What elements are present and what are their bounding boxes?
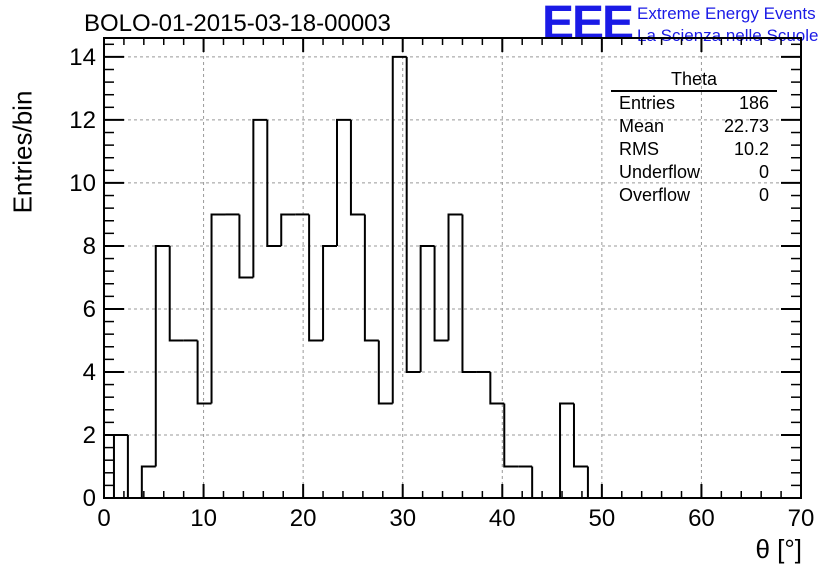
chart-title: BOLO-01-2015-03-18-00003	[84, 10, 391, 37]
histogram-bin	[586, 466, 602, 499]
x-tick-label: 30	[389, 505, 416, 532]
histogram-bin	[559, 402, 574, 498]
histogram-bin	[140, 465, 156, 498]
stats-value: 0	[758, 185, 769, 205]
histogram-bin	[154, 244, 170, 467]
stats-label: Overflow	[619, 185, 691, 205]
stats-label: Mean	[619, 116, 665, 136]
histogram-bin	[335, 118, 351, 246]
histogram-bin	[238, 214, 254, 279]
histogram-bin	[252, 118, 268, 278]
histogram-bin	[266, 119, 282, 247]
y-tick-label: 10	[69, 170, 96, 197]
stats-value: 186	[738, 93, 769, 113]
stats-label: Entries	[619, 93, 676, 113]
stats-value: 22.73	[723, 116, 769, 136]
histogram-bin	[489, 371, 505, 405]
y-tick-label: 12	[69, 107, 96, 134]
histogram-bin	[503, 403, 519, 468]
grid-lines	[104, 38, 801, 498]
histogram-bin	[349, 119, 365, 216]
x-tick-label: 70	[788, 505, 815, 532]
histogram-bin	[308, 214, 324, 342]
histogram-bin	[391, 55, 407, 404]
x-axis-label: θ [°]	[755, 534, 802, 564]
axis-ticks	[103, 38, 802, 499]
histogram-bin	[447, 213, 463, 341]
y-tick-label: 4	[83, 359, 96, 386]
eee-logo: EEE	[542, 0, 634, 50]
logo-line-2: La Scienza nelle Scuole	[637, 26, 819, 45]
x-tick-label: 40	[489, 505, 516, 532]
logo-line-1: Extreme Energy Events	[637, 4, 816, 23]
y-tick-label: 8	[83, 233, 96, 260]
y-tick-label: 14	[69, 44, 96, 71]
stats-row-overflow: Overflow 0	[611, 184, 777, 207]
histogram-bin	[322, 244, 337, 341]
stats-value: 10.2	[733, 139, 769, 159]
stats-row-rms: RMS 10.2	[611, 138, 777, 161]
stats-title: Theta	[611, 68, 777, 92]
histogram-bin	[112, 433, 128, 498]
stats-label: Underflow	[619, 162, 701, 182]
x-tick-label: 50	[589, 505, 616, 532]
histogram-bin	[531, 466, 547, 499]
stats-value: 0	[758, 162, 769, 182]
stats-row-underflow: Underflow 0	[611, 161, 777, 184]
histogram-bin	[433, 245, 449, 342]
x-tick-label: 60	[688, 505, 715, 532]
stats-row-entries: Entries 186	[611, 92, 777, 115]
tick-labels: 0 10 20 30 40 50 60 70 0 2 4 6 8 10 12 14	[69, 44, 814, 532]
stats-row-mean: Mean 22.73	[611, 115, 777, 138]
x-tick-label: 20	[290, 505, 317, 532]
histogram-bin	[377, 340, 393, 405]
histogram-bin	[405, 56, 421, 373]
histogram-bin	[363, 214, 379, 342]
plot-frame	[103, 37, 802, 499]
histogram-bin	[126, 434, 142, 499]
histogram-bins	[112, 55, 602, 499]
histogram-bin	[168, 245, 184, 342]
y-tick-label: 2	[83, 422, 96, 449]
y-tick-label: 6	[83, 296, 96, 323]
x-tick-label: 0	[97, 505, 110, 532]
histogram-bin	[572, 403, 588, 468]
histogram-bin	[419, 244, 435, 372]
stats-label: RMS	[619, 139, 659, 159]
histogram-bin	[280, 213, 296, 246]
stats-box: Theta Entries 186 Mean 22.73 RMS 10.2 Un…	[611, 68, 777, 207]
x-tick-label: 10	[190, 505, 217, 532]
y-tick-label: 0	[83, 485, 96, 512]
histogram-bin	[461, 214, 477, 373]
histogram-bin	[196, 340, 212, 405]
histogram-bin	[210, 213, 226, 404]
